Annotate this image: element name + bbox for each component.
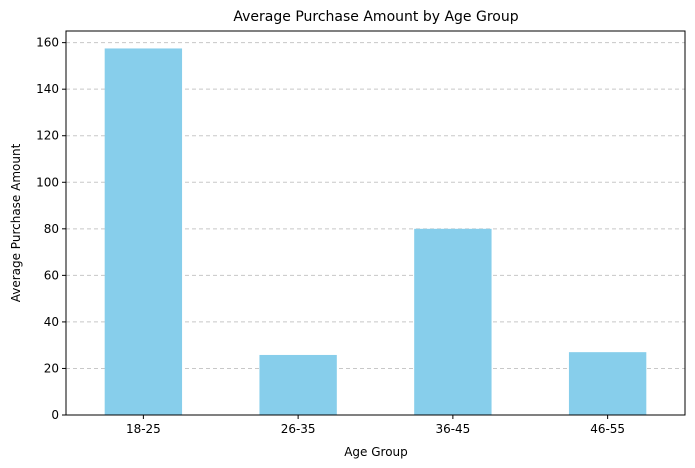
x-tick-label: 46-55 bbox=[590, 422, 625, 436]
y-axis-ticks: 0 20 40 60 80 100 120 140 160 bbox=[36, 36, 66, 422]
y-tick-label: 140 bbox=[36, 82, 59, 96]
plot-frame bbox=[65, 30, 686, 416]
y-axis-label: Average Purchase Amount bbox=[9, 143, 23, 302]
x-tick-label: 26-35 bbox=[281, 422, 316, 436]
x-axis-ticks: 18-25 26-35 36-45 46-55 bbox=[126, 415, 625, 436]
chart-title: Average Purchase Amount by Age Group bbox=[233, 9, 518, 25]
axes bbox=[65, 30, 686, 416]
y-tick-label: 160 bbox=[36, 36, 59, 50]
gridlines bbox=[66, 42, 685, 369]
x-tick-label: 18-25 bbox=[126, 422, 161, 436]
y-tick-label: 80 bbox=[44, 222, 59, 236]
bar bbox=[259, 354, 337, 415]
bar bbox=[414, 228, 492, 415]
x-tick-label: 36-45 bbox=[435, 422, 470, 436]
x-axis-label: Age Group bbox=[344, 445, 408, 459]
bars bbox=[104, 48, 647, 416]
y-tick-label: 40 bbox=[44, 315, 59, 329]
bar bbox=[568, 352, 647, 415]
y-tick-label: 120 bbox=[36, 129, 59, 143]
y-tick-label: 20 bbox=[44, 361, 59, 375]
y-tick-label: 0 bbox=[51, 408, 59, 422]
bar bbox=[104, 48, 183, 416]
y-tick-label: 60 bbox=[44, 268, 59, 282]
y-tick-label: 100 bbox=[36, 175, 59, 189]
